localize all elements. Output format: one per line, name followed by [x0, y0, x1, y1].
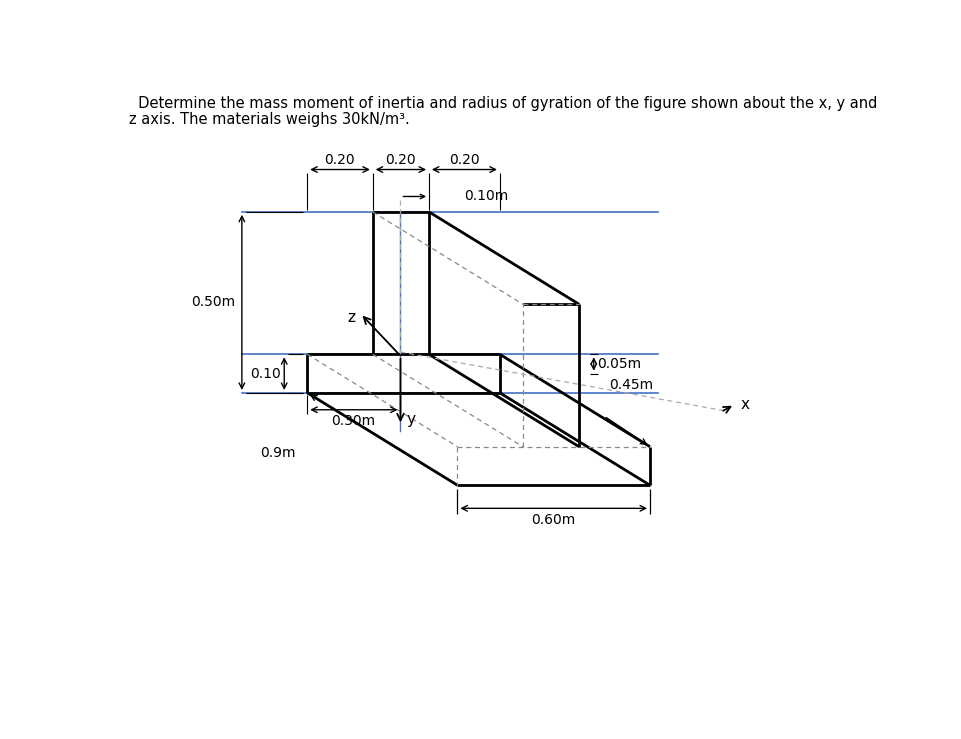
Text: 0.20: 0.20: [449, 152, 480, 166]
Text: 0.50m: 0.50m: [191, 295, 235, 309]
Text: 0.10m: 0.10m: [463, 189, 507, 203]
Text: z axis. The materials weighs 30kN/m³.: z axis. The materials weighs 30kN/m³.: [129, 112, 409, 127]
Text: y: y: [407, 412, 416, 427]
Text: 0.05m: 0.05m: [598, 357, 642, 370]
Text: 0.20: 0.20: [385, 152, 416, 166]
Text: 0.20: 0.20: [325, 152, 355, 166]
Text: x: x: [741, 397, 750, 412]
Text: 0.45m: 0.45m: [609, 378, 653, 392]
Text: Determine the mass moment of inertia and radius of gyration of the figure shown : Determine the mass moment of inertia and…: [129, 96, 877, 112]
Text: 0.9m: 0.9m: [260, 446, 296, 460]
Text: 0.60m: 0.60m: [531, 513, 576, 527]
Text: z: z: [348, 310, 356, 324]
Text: 0.30m: 0.30m: [332, 414, 376, 428]
Text: 0.10: 0.10: [250, 367, 281, 381]
